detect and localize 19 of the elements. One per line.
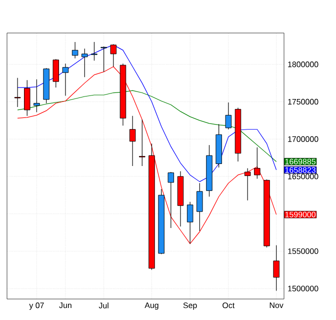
candlestick xyxy=(129,116,136,166)
candlestick xyxy=(244,168,251,201)
candlestick xyxy=(254,147,260,179)
candlestick xyxy=(72,42,78,59)
candlestick xyxy=(273,244,280,292)
candlestick xyxy=(196,182,203,232)
candlestick xyxy=(91,42,98,61)
candlestick xyxy=(52,58,60,88)
candlestick xyxy=(186,202,194,244)
line-series xyxy=(17,44,277,182)
candlestick xyxy=(100,46,107,72)
candlestick xyxy=(139,119,146,166)
candlestick xyxy=(14,78,21,108)
candlestick xyxy=(34,79,40,112)
candlestick xyxy=(24,80,30,116)
candlestick xyxy=(62,63,69,96)
candlestick xyxy=(82,48,88,78)
candlestick xyxy=(225,102,232,130)
candlestick xyxy=(168,172,174,228)
